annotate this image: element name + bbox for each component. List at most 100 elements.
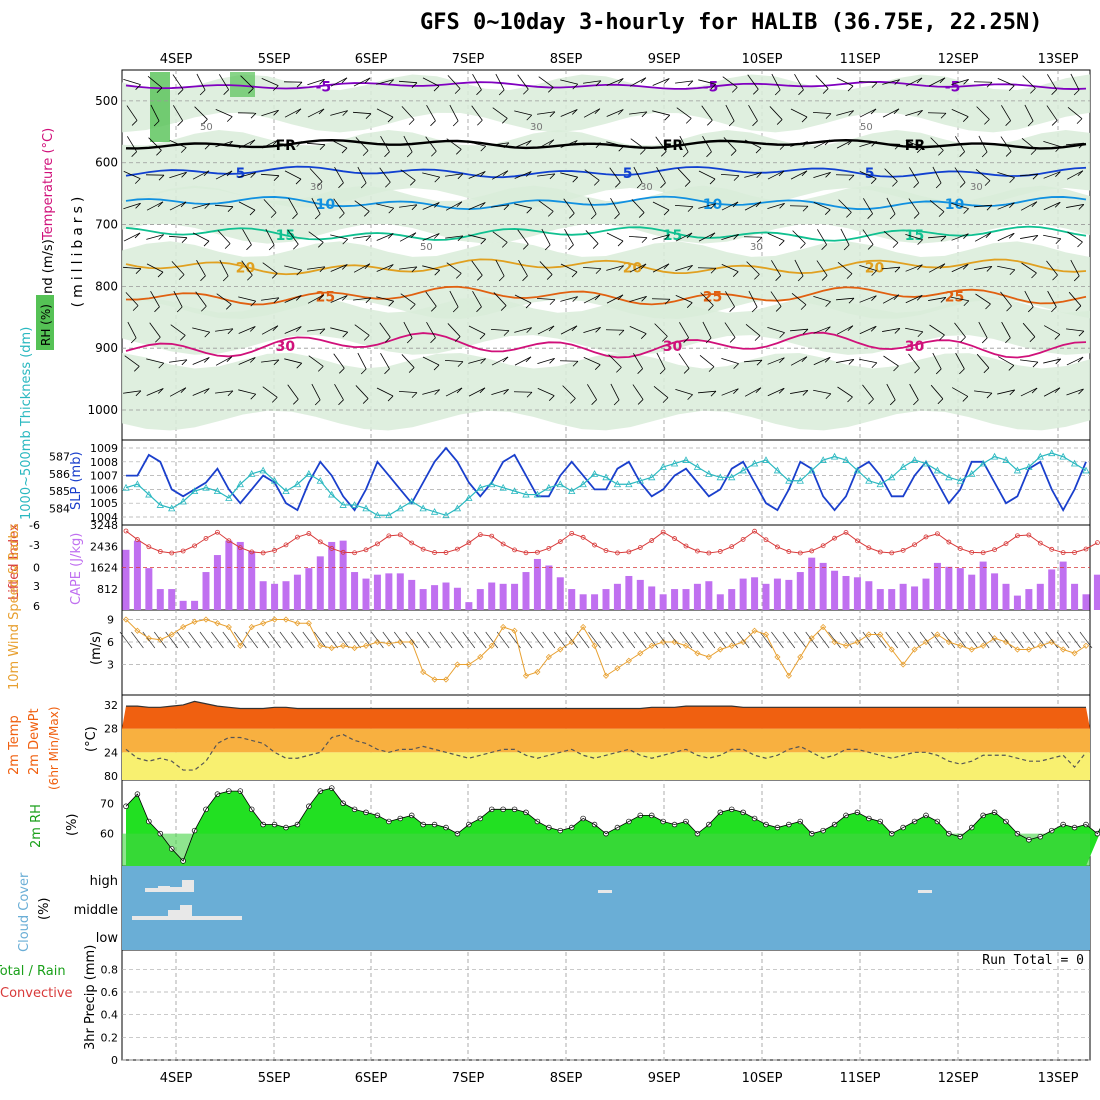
cloud-panel: high middle low Cloud Cover (%) [17,866,1090,952]
wind-point-61 [820,623,827,631]
bottom-date-label-8: 12SEP [938,1071,979,1086]
cape-bar-77 [1002,583,1010,610]
slp-tick-1007: 1007 [90,470,118,483]
thickness-label: 1000~500mb Thickness (dm) [19,327,34,520]
cape-bar-55 [751,577,759,610]
thickness-point-14 [282,487,290,495]
lifted-point-14 [283,542,289,548]
rh-contour-label-5: 30 [750,242,763,253]
lifted-point-10 [237,545,243,551]
wind-point-10 [237,642,244,649]
cape-bar-75 [979,561,987,610]
label-precip: 3hr Precip (mm) [83,945,98,1050]
rh2m-label: 2m RH [29,804,44,848]
thickness-point-32 [488,480,496,488]
rh-contour-label-1: 30 [310,182,323,193]
rh-shade-band-2 [122,185,1090,244]
cape-bar-72 [945,566,953,610]
wind-point-41 [591,642,598,649]
thickness-point-58 [785,476,793,484]
cloud-box-0 [145,888,165,892]
thickness-point-56 [762,456,770,463]
top-date-label-6: 10SEP [742,52,783,67]
thickness-point-59 [796,476,804,484]
cape-bar-11 [248,551,256,610]
lifted-point-22 [375,541,380,547]
t2m-low-band [122,752,1090,780]
label-2m-rh: 2m RH [29,804,44,848]
thickness-point-11 [248,470,256,477]
cape-bar-24 [396,573,404,610]
bottom-date-label-3: 7SEP [452,1071,485,1086]
lifted-tick-2: 0 [33,562,40,575]
thickness-tick-585: 585 [49,485,70,498]
cape-label: CAPE (J/kg) [69,533,84,605]
isotherm-label-15-2: 15 [905,228,924,244]
lifted-point-15 [295,534,300,540]
thickness-point-39 [568,487,576,495]
cloud-box-3 [182,880,194,892]
bottom-date-label-1: 5SEP [258,1071,291,1086]
t2m-tick-32: 32 [104,699,118,712]
slp-tick-1005: 1005 [90,497,118,510]
thickness-point-63 [842,456,850,463]
wind-tick-6: 6 [107,636,114,649]
lifted-point-29 [455,546,460,552]
cape-bar-48 [671,589,679,610]
cape-bar-42 [602,589,610,610]
cloud-level-low: low [96,931,119,946]
thickness-point-25 [408,497,416,505]
thickness-point-61 [819,456,827,463]
t2m-tick-20: 80 [104,770,118,783]
label-temperature: Temperature (°C) [41,128,56,241]
cape-bar-80 [1036,583,1044,610]
wind-point-25 [408,638,415,646]
cape-bar-19 [339,540,347,610]
precip-tick-0.8: 0.8 [101,963,119,976]
wind-point-7 [202,616,210,623]
cape-tick-1624: 1624 [90,562,118,575]
upper-side-label: Wind (m/s)Temperature (°C) [41,128,56,310]
lifted-point-45 [637,545,643,550]
rh-contour-label-2: 50 [420,242,433,253]
cape-panel: 3248 2436 1624 812 -6 -3 0 3 6 Lifted Index CAPE (… [7,519,1100,613]
lifted-point-64 [855,538,860,544]
thickness-point-44 [625,480,633,488]
cape-bar-64 [853,577,861,610]
cloud-label: Cloud Cover [17,872,32,952]
label-cloud-unit: (%) [37,898,52,921]
thickness-point-13 [270,476,279,484]
cape-bar-38 [556,577,564,610]
precip-label: 3hr Precip (mm) [83,945,98,1050]
thickness-point-26 [419,504,427,512]
thickness-point-83 [1070,459,1079,467]
lifted-point-47 [660,529,666,535]
rh-contour-label-0: 50 [200,122,213,133]
isotherm-5 [125,165,1087,179]
cape-bar-20 [351,572,359,610]
cape-bar-78 [1013,595,1021,610]
cape-bar-14 [282,581,290,610]
isotherm-label-20-2: 20 [865,261,885,277]
thickness-point-40 [579,480,587,488]
cape-bar-26 [419,589,427,610]
thickness-point-52 [716,473,724,481]
precip-tick-0.6: 0.6 [101,986,119,999]
top-date-label-3: 7SEP [452,52,485,67]
wind-panel: 3 6 9 10m Wind Speed & Barbs (m/s) [7,523,1093,690]
label-slp: SLP (mb) [69,451,84,510]
thickness-point-20 [350,501,359,508]
thickness-point-64 [853,466,862,474]
wind-point-54 [740,638,747,646]
precip-tick-0.2: 0.2 [101,1031,119,1044]
rh-shade-band-1 [122,130,1090,208]
thickness-tick-587: 587 [49,451,70,464]
cape-bar-50 [693,583,701,610]
thickness-point-33 [499,483,507,491]
isotherm-label-FR-1: FR [663,138,684,154]
isotherm-25 [125,285,1087,306]
wind-point-0 [122,616,130,623]
cape-bar-47 [659,594,667,610]
cape-bar-69 [911,586,919,610]
